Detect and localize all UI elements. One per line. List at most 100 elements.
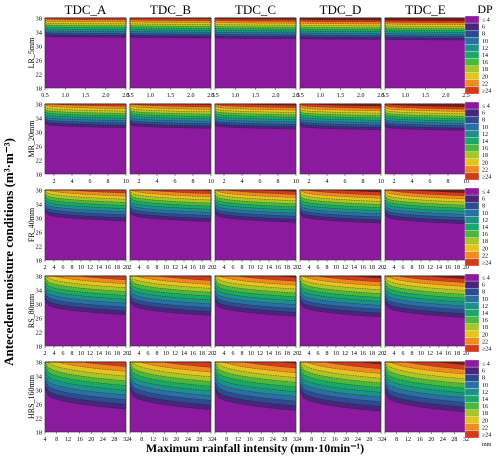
x-tick-label: 10: [333, 265, 339, 271]
panel-frame: [44, 275, 127, 347]
x-tick-label: 28: [281, 437, 287, 443]
x-tick-label: 16: [275, 265, 281, 271]
contour-band: [214, 17, 297, 20]
x-tick-label: 6: [402, 265, 405, 271]
x-tick-label: 4: [53, 265, 56, 271]
x-tick-label: 2: [299, 265, 302, 271]
colorbar-swatch: [464, 209, 480, 217]
colorbar-label: 12: [482, 218, 488, 224]
x-tick-label: 14: [181, 351, 187, 357]
x-tick-label: 6: [429, 179, 432, 185]
column-title: TDC_E: [405, 2, 446, 17]
x-tick-label: 16: [360, 265, 366, 271]
x-tick-label: 6: [344, 179, 347, 185]
x-tick-label: 12: [405, 437, 411, 443]
x-tick-label: 2.5: [292, 93, 300, 99]
colorbar-swatch: [464, 108, 480, 117]
y-tick-label: 26: [36, 402, 43, 409]
panel-frame: [299, 361, 382, 433]
colorbar-swatch: [464, 123, 480, 131]
heatmap-panel: 4 8 12 16 20 24 28 32: [384, 361, 469, 443]
colorbar-label: 12: [482, 304, 488, 310]
x-tick-label: 20: [463, 351, 469, 357]
x-tick-label: 18: [199, 265, 205, 271]
colorbar-label: 22: [482, 253, 488, 259]
x-tick-label: 4: [308, 351, 311, 357]
colorbar-swatch: [464, 216, 480, 224]
x-tick-label: 1.0: [232, 93, 240, 99]
x-tick-label: 10: [123, 179, 129, 185]
x-tick-label: 4: [223, 351, 226, 357]
colorbar-swatch: [464, 416, 480, 424]
row-label: LR_5mm: [27, 37, 36, 68]
heatmap-panel: 2 4 6 8 10: [299, 103, 384, 185]
x-tick-label: 8: [326, 265, 329, 271]
heatmap-panel: 2 4 6 8 10 12 14 16 18 20: [384, 189, 469, 271]
x-tick-label: 0.5: [296, 93, 304, 99]
contour-band: [45, 361, 127, 367]
colorbar-swatch: [464, 409, 480, 417]
colorbar-label: 16: [482, 232, 488, 238]
heatmap-panel: 2 4 6 8 10 12 14 16 18 20: [44, 275, 129, 357]
heatmap-panel: 0.5 1.0 1.5 2.0 2.5: [41, 17, 130, 99]
colorbar-swatch: [464, 402, 480, 410]
x-tick-label: 2.5: [207, 93, 215, 99]
x-tick-label: 8: [192, 179, 195, 185]
colorbar-label: 8: [482, 290, 485, 296]
contour-band: [385, 275, 467, 283]
colorbar-swatch: [464, 258, 480, 267]
x-tick-label: 12: [65, 437, 71, 443]
colorbar-swatch: [464, 295, 480, 303]
panel-frame: [44, 189, 127, 261]
colorbar-swatch: [464, 344, 480, 353]
colorbar-label: ≤ 4: [482, 190, 490, 196]
contour-band: [45, 103, 127, 107]
y-tick-label: 30: [36, 388, 43, 395]
y-tick-label: 38: [36, 16, 43, 23]
heatmap-panel: 2 4 6 8 10 12 14 16 18 20: [384, 275, 469, 357]
colorbar-label: 14: [482, 397, 488, 403]
y-tick-label: 30: [36, 302, 43, 309]
x-tick-label: 6: [147, 265, 150, 271]
x-tick-label: 20: [173, 437, 179, 443]
x-tick-label: 2: [53, 179, 56, 185]
y-tick-label: 26: [36, 316, 43, 323]
heatmap-panel: 2 4 6 8 10: [44, 103, 129, 185]
colorbar-swatch: [464, 251, 480, 260]
colorbar-label: 16: [482, 404, 488, 410]
colorbar-swatch: [464, 288, 480, 296]
colorbar-swatch: [464, 86, 480, 95]
x-tick-label: 1.5: [167, 93, 175, 99]
colorbar-label: 20: [482, 332, 488, 338]
x-tick-label: 2.5: [377, 93, 385, 99]
colorbar-unit: mm: [482, 442, 492, 448]
x-tick-label: 4: [241, 179, 244, 185]
x-tick-label: 20: [343, 437, 349, 443]
x-tick-label: 8: [71, 265, 74, 271]
x-tick-label: 10: [418, 265, 424, 271]
x-tick-label: 14: [436, 265, 442, 271]
colorbar-swatch: [464, 366, 480, 375]
panel-frame: [299, 103, 382, 175]
x-tick-label: 6: [174, 179, 177, 185]
colorbar-swatch: [464, 194, 480, 203]
x-tick-label: 6: [89, 179, 92, 185]
colorbar-swatch: [464, 316, 480, 324]
x-tick-label: 24: [355, 437, 361, 443]
y-tick-label: 30: [36, 44, 43, 51]
x-tick-label: 20: [208, 351, 214, 357]
colorbar-label: 14: [482, 53, 488, 59]
panel-frame: [299, 275, 382, 347]
y-tick-label: 22: [36, 158, 43, 165]
x-tick-label: 8: [326, 351, 329, 357]
x-tick-label: 16: [445, 351, 451, 357]
y-tick-label: 34: [36, 202, 43, 209]
colorbar-label: 22: [482, 425, 488, 431]
y-tick-label: 38: [36, 360, 43, 367]
x-tick-label: 0.5: [41, 93, 49, 99]
x-tick-label: 4: [138, 351, 141, 357]
x-tick-label: 14: [96, 265, 102, 271]
x-tick-label: 24: [270, 437, 276, 443]
colorbar-swatch: [464, 337, 480, 346]
